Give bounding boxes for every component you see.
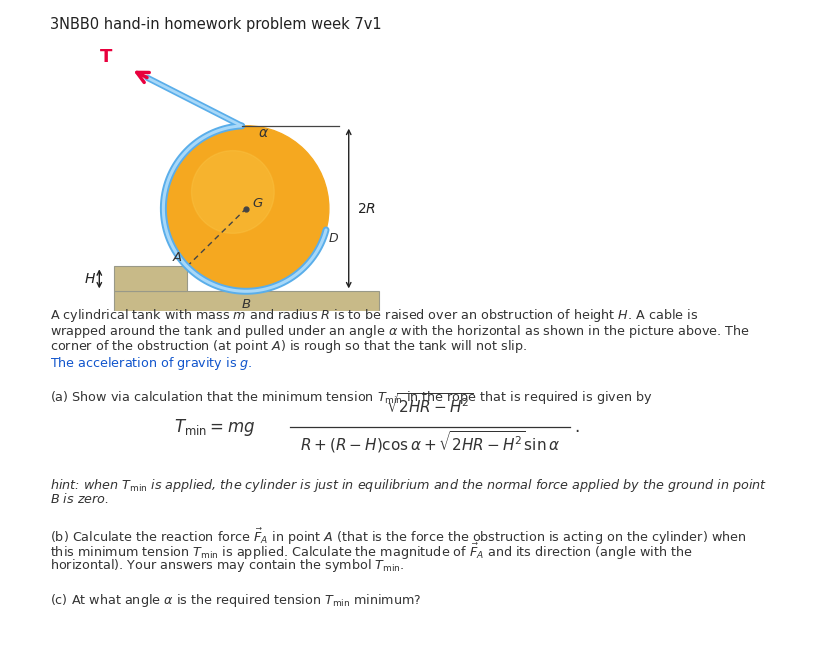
Text: $\mathit{hint}$: when $T_{\mathrm{min}}$ is applied, the cylinder is just in equ: $\mathit{hint}$: when $T_{\mathrm{min}}$… — [50, 477, 768, 494]
Text: $B$: $B$ — [241, 298, 252, 311]
Text: $G$: $G$ — [252, 197, 264, 210]
Text: T: T — [100, 48, 113, 66]
Text: $H$: $H$ — [85, 272, 96, 286]
Text: .: . — [574, 418, 580, 436]
Text: $B$ is zero.: $B$ is zero. — [50, 493, 109, 506]
Circle shape — [192, 150, 275, 234]
Text: this minimum tension $T_{\mathrm{min}}$ is applied. Calculate the magnitude of $: this minimum tension $T_{\mathrm{min}}$ … — [50, 542, 692, 562]
Text: 3NBB0 hand-in homework problem week 7v1: 3NBB0 hand-in homework problem week 7v1 — [50, 17, 381, 32]
Text: corner of the obstruction (at point $A$) is rough so that the tank will not slip: corner of the obstruction (at point $A$)… — [50, 338, 527, 355]
Text: wrapped around the tank and pulled under an angle $\alpha$ with the horizontal a: wrapped around the tank and pulled under… — [50, 322, 750, 340]
Text: $D$: $D$ — [328, 232, 339, 244]
Text: $R+(R-H)\cos\alpha+\sqrt{2HR-H^2}\sin\alpha$: $R+(R-H)\cos\alpha+\sqrt{2HR-H^2}\sin\al… — [300, 429, 560, 455]
Text: The acceleration of gravity is $g$.: The acceleration of gravity is $g$. — [50, 355, 252, 373]
Text: $\sqrt{2HR-H^2}$: $\sqrt{2HR-H^2}$ — [386, 393, 473, 416]
Text: $2R$: $2R$ — [357, 201, 376, 216]
Text: $\alpha$: $\alpha$ — [258, 126, 270, 140]
Text: $T_{\mathrm{min}} = mg$: $T_{\mathrm{min}} = mg$ — [174, 417, 255, 438]
Bar — [114, 291, 379, 311]
Circle shape — [164, 126, 329, 291]
Text: (a) Show via calculation that the minimum tension $T_{\mathrm{min}}$ in the rope: (a) Show via calculation that the minimu… — [50, 389, 653, 406]
Text: horizontal). Your answers may contain the symbol $T_{\mathrm{min}}$.: horizontal). Your answers may contain th… — [50, 557, 404, 575]
Bar — [114, 266, 187, 291]
Text: A cylindrical tank with mass $m$ and radius $R$ is to be raised over an obstruct: A cylindrical tank with mass $m$ and rad… — [50, 307, 698, 324]
Text: (b) Calculate the reaction force $\vec{F}_A$ in point $A$ (that is the force the: (b) Calculate the reaction force $\vec{F… — [50, 526, 746, 547]
Text: $A$: $A$ — [172, 252, 183, 265]
Text: (c) At what angle $\alpha$ is the required tension $T_{\mathrm{min}}$ minimum?: (c) At what angle $\alpha$ is the requir… — [50, 592, 422, 608]
